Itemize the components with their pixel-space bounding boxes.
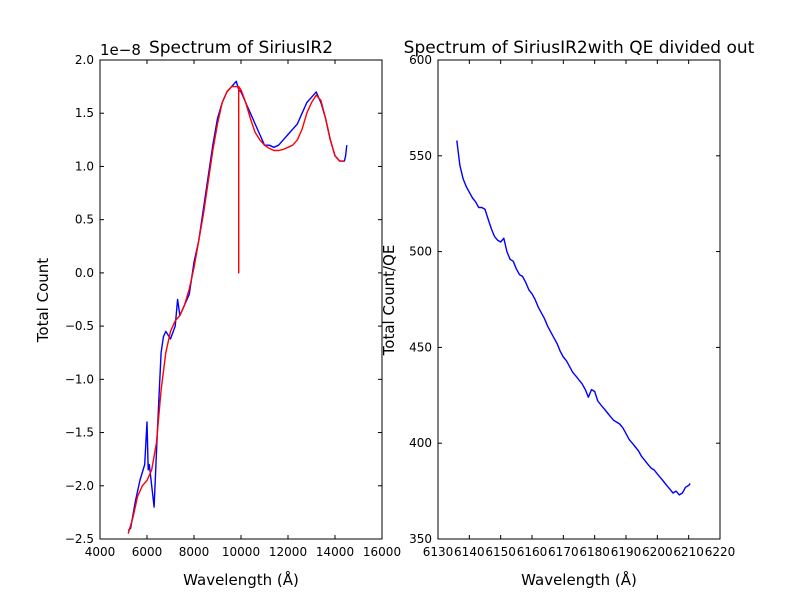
x-tick-label: 16000 xyxy=(363,545,401,559)
series-line-0 xyxy=(456,140,691,496)
y-tick-label: 2.0 xyxy=(75,53,94,67)
y-tick-label: 350 xyxy=(409,532,432,546)
chart-title: Spectrum of SiriusIR2 xyxy=(149,38,333,58)
x-tick-label: 12000 xyxy=(269,545,307,559)
x-tick-label: 6200 xyxy=(642,545,673,559)
y-axis-label: Total Count/QE xyxy=(380,245,398,357)
x-axis-label: Wavelength (Å) xyxy=(183,570,299,589)
x-tick-label: 4000 xyxy=(85,545,116,559)
plot-frame xyxy=(99,59,383,540)
y-tick-label: 0.5 xyxy=(75,213,94,227)
y-tick-label: 1.5 xyxy=(75,106,94,120)
x-tick-label: 6190 xyxy=(611,545,642,559)
plot-frame xyxy=(437,59,721,540)
right-qe-panel: 6130 6140 6150 6160 6170 6180 6190 6200 6210 6220… xyxy=(380,38,755,589)
y-axis-label: Total Count xyxy=(34,258,52,343)
series-line-1 xyxy=(127,85,345,534)
y-tick-label: 0.0 xyxy=(75,266,94,280)
x-tick-label: 8000 xyxy=(179,545,210,559)
left-spectrum-panel: 4000 6000 8000 10000 12000 14000 16000 −2.5 −2.0… xyxy=(34,38,401,589)
y-tick-label: 400 xyxy=(409,436,432,450)
y-tick-label: 600 xyxy=(409,53,432,67)
x-tick-label: 6180 xyxy=(579,545,610,559)
y-tick-label: 450 xyxy=(409,340,432,354)
x-tick-label: 6130 xyxy=(423,545,454,559)
x-tick-label: 6210 xyxy=(673,545,704,559)
chart-title: Spectrum of SiriusIR2with QE divided out xyxy=(404,38,755,58)
x-tick-label: 6140 xyxy=(454,545,485,559)
y-tick-label: 500 xyxy=(409,245,432,259)
x-tick-label: 6170 xyxy=(548,545,579,559)
y-tick-label: −0.5 xyxy=(65,319,94,333)
x-tick-label: 6220 xyxy=(705,545,736,559)
x-tick-label: 6160 xyxy=(517,545,548,559)
y-tick-label: −2.5 xyxy=(65,532,94,546)
y-axis-offset-text: 1e−8 xyxy=(100,41,141,59)
x-tick-label: 10000 xyxy=(222,545,260,559)
y-tick-label: −1.5 xyxy=(65,426,94,440)
x-tick-label: 6000 xyxy=(132,545,163,559)
x-tick-label: 14000 xyxy=(316,545,354,559)
series-line-0 xyxy=(127,80,348,532)
x-axis-label: Wavelength (Å) xyxy=(521,570,637,589)
y-tick-label: 550 xyxy=(409,149,432,163)
y-tick-label: 1.0 xyxy=(75,159,94,173)
y-tick-label: −1.0 xyxy=(65,372,94,386)
y-tick-label: −2.0 xyxy=(65,479,94,493)
x-tick-label: 6150 xyxy=(485,545,516,559)
